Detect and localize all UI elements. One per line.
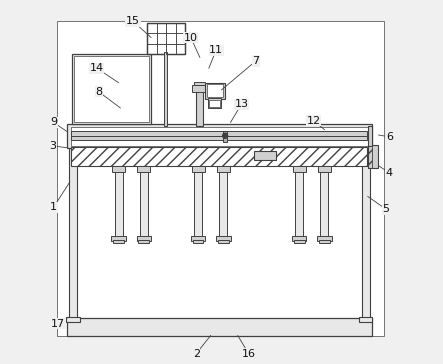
Bar bbox=[194, 172, 202, 237]
Text: 9: 9 bbox=[50, 118, 57, 127]
Bar bbox=[368, 126, 372, 146]
Bar bbox=[320, 172, 328, 237]
Bar bbox=[67, 318, 372, 336]
Bar bbox=[72, 54, 151, 124]
Text: 5: 5 bbox=[382, 204, 389, 214]
Bar bbox=[207, 84, 223, 97]
Bar bbox=[148, 23, 185, 54]
Bar bbox=[218, 240, 229, 244]
Bar bbox=[368, 145, 378, 168]
Text: 4: 4 bbox=[386, 168, 393, 178]
Bar bbox=[148, 23, 185, 54]
Bar bbox=[112, 166, 125, 172]
Bar bbox=[217, 166, 230, 172]
Text: 6: 6 bbox=[386, 132, 393, 142]
Bar bbox=[74, 56, 148, 122]
Text: 16: 16 bbox=[241, 349, 256, 359]
Bar bbox=[140, 172, 148, 237]
Bar bbox=[69, 139, 77, 318]
Text: 3: 3 bbox=[49, 141, 56, 151]
Bar bbox=[368, 146, 372, 168]
Bar bbox=[191, 236, 205, 241]
Bar bbox=[317, 236, 332, 241]
Bar bbox=[194, 82, 205, 85]
Bar bbox=[191, 166, 205, 172]
Bar bbox=[148, 23, 185, 54]
Bar bbox=[192, 85, 207, 92]
Text: 10: 10 bbox=[184, 32, 198, 43]
Text: 12: 12 bbox=[307, 116, 321, 126]
Bar bbox=[295, 172, 303, 237]
Bar bbox=[70, 147, 367, 166]
Bar bbox=[67, 124, 372, 148]
Bar bbox=[219, 172, 227, 237]
Text: 1: 1 bbox=[50, 202, 57, 212]
Bar bbox=[254, 151, 276, 160]
Bar bbox=[66, 317, 80, 322]
Bar bbox=[164, 52, 167, 126]
Bar bbox=[294, 240, 305, 244]
Bar bbox=[318, 166, 331, 172]
Text: 8: 8 bbox=[95, 87, 102, 97]
Bar bbox=[209, 100, 220, 107]
Bar bbox=[293, 166, 306, 172]
Bar bbox=[196, 88, 203, 126]
Bar bbox=[136, 236, 151, 241]
Bar bbox=[115, 172, 123, 237]
Text: 7: 7 bbox=[252, 56, 260, 66]
Bar bbox=[57, 21, 384, 336]
Bar bbox=[193, 240, 203, 244]
Text: 11: 11 bbox=[209, 45, 223, 55]
Text: 15: 15 bbox=[126, 16, 140, 26]
Bar bbox=[137, 166, 150, 172]
Bar bbox=[70, 127, 369, 146]
Bar bbox=[138, 240, 149, 244]
Bar bbox=[319, 240, 330, 244]
Bar bbox=[70, 131, 367, 136]
Text: 17: 17 bbox=[51, 318, 65, 329]
Bar bbox=[113, 240, 124, 244]
Bar bbox=[205, 83, 225, 99]
Bar bbox=[361, 139, 369, 318]
Text: 2: 2 bbox=[193, 349, 200, 359]
Bar bbox=[359, 317, 373, 322]
Bar bbox=[292, 236, 307, 241]
Bar bbox=[111, 236, 126, 241]
Bar bbox=[208, 98, 222, 108]
Bar bbox=[223, 131, 227, 142]
Text: 13: 13 bbox=[234, 99, 249, 109]
Text: 14: 14 bbox=[90, 63, 104, 73]
Circle shape bbox=[222, 133, 228, 138]
Bar bbox=[70, 136, 367, 141]
Bar bbox=[216, 236, 230, 241]
